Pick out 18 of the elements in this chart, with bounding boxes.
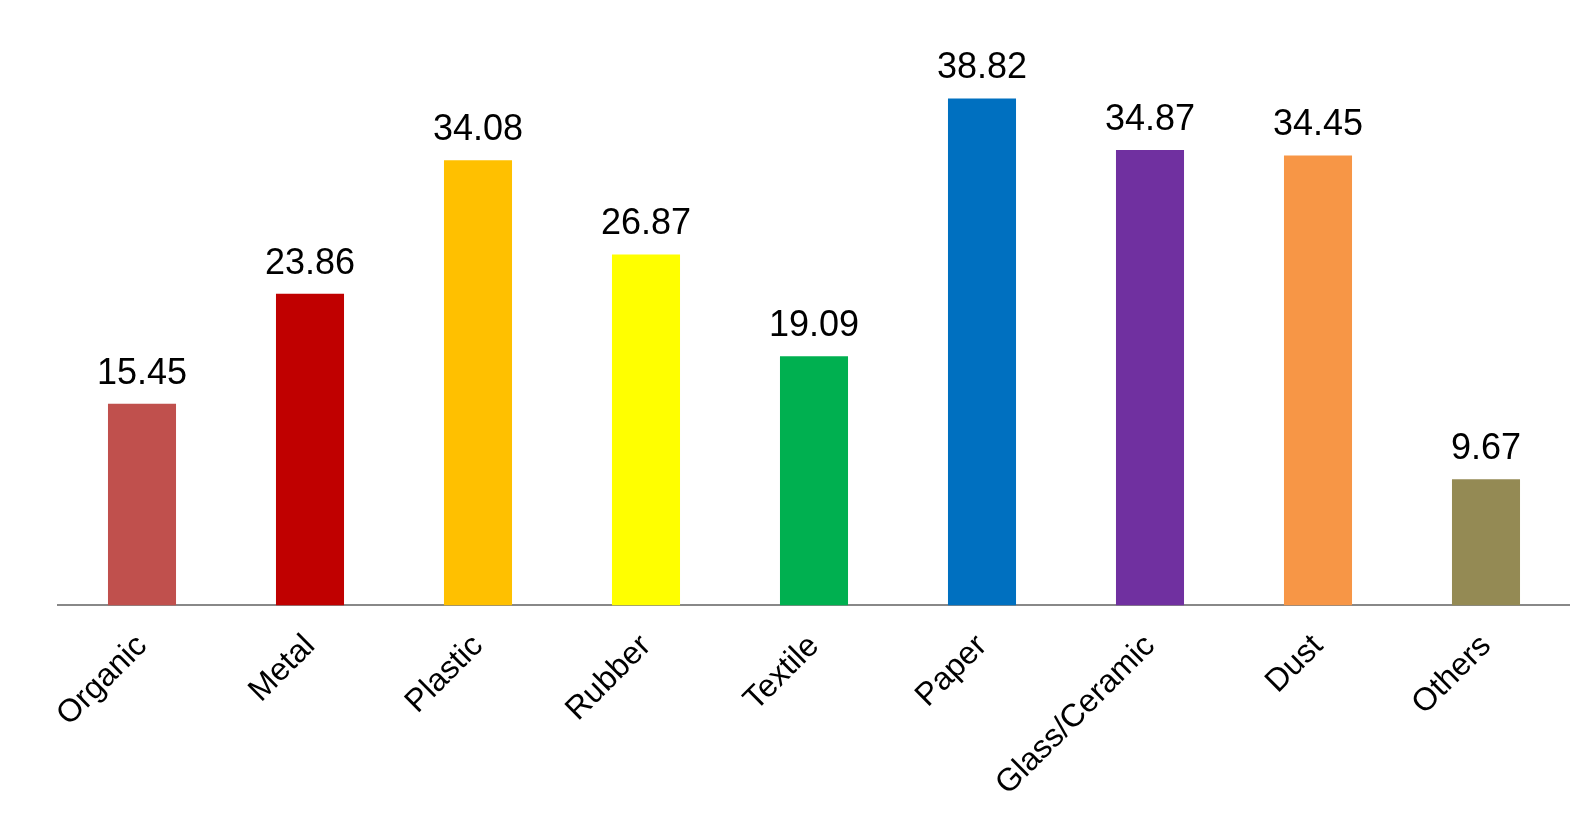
data-label: 26.87 [600, 201, 692, 243]
bar [947, 98, 1017, 606]
bar [107, 403, 177, 606]
data-label: 34.08 [432, 107, 524, 149]
data-label: 38.82 [936, 45, 1028, 87]
data-label: 9.67 [1450, 426, 1522, 468]
bar [1115, 150, 1185, 606]
bar [611, 254, 681, 606]
data-label: 15.45 [96, 350, 188, 392]
bar [1451, 479, 1521, 606]
data-label: 34.45 [1272, 102, 1364, 144]
data-label: 34.87 [1104, 96, 1196, 138]
bar [275, 293, 345, 606]
bar [443, 160, 513, 606]
bar [1283, 155, 1353, 606]
data-label: 23.86 [264, 240, 356, 282]
data-label: 19.09 [768, 303, 860, 345]
bar [779, 356, 849, 606]
